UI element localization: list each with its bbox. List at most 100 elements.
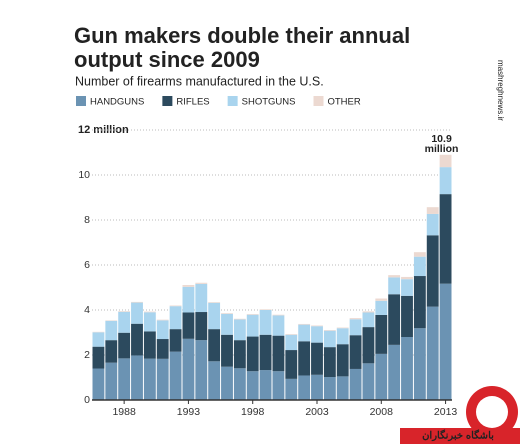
bar-segment: [233, 368, 246, 400]
bar-segment: [182, 285, 195, 287]
bar-segment: [195, 312, 208, 341]
bar-segment: [323, 330, 336, 348]
bar-segment: [131, 302, 143, 324]
bar-segment: [439, 283, 452, 400]
chart-title: Gun makers double their annual: [74, 23, 410, 48]
bar-segment: [401, 337, 413, 400]
logo-band: [400, 428, 520, 444]
bar-segment: [388, 344, 401, 400]
bar-segment: [246, 371, 259, 400]
legend-swatch: [162, 96, 173, 106]
bar-segment: [182, 338, 195, 400]
bar-segment: [208, 302, 221, 303]
bar-segment: [298, 341, 311, 376]
y-tick-label: 0: [84, 394, 90, 406]
bar-segment: [169, 329, 182, 352]
bar-segment: [169, 351, 182, 400]
bar-segment: [401, 295, 413, 337]
bar-segment: [401, 279, 413, 296]
bar-segment: [362, 312, 375, 328]
legend-label: HANDGUNS: [90, 97, 144, 108]
y-tick-label: 4: [84, 304, 90, 316]
bar-segment: [362, 363, 375, 400]
bar-segment: [375, 314, 388, 354]
bar-segment: [362, 327, 375, 364]
bar-segment: [195, 283, 208, 313]
bar-segment: [311, 325, 323, 327]
bar-segment: [221, 366, 233, 400]
x-tick-label: 2003: [305, 406, 329, 418]
bar-segment: [311, 374, 323, 400]
watermark: mashreghnews.ir: [496, 60, 505, 121]
bar-segment: [92, 346, 105, 369]
chart-title: output since 2009: [74, 47, 260, 72]
bar-segment: [362, 311, 375, 313]
bar-segment: [298, 375, 311, 400]
bar-segment: [169, 306, 182, 330]
bar-segment: [143, 358, 156, 400]
bar-segment: [336, 344, 349, 377]
bar-segment: [118, 332, 131, 359]
bar-segment: [349, 335, 362, 369]
bar-segment: [439, 167, 452, 195]
bar-segment: [195, 282, 208, 284]
x-tick-label: 2013: [434, 406, 458, 418]
bar-segment: [426, 306, 439, 400]
bar-segment: [131, 323, 143, 356]
legend-swatch: [76, 96, 86, 106]
bar-segment: [336, 376, 349, 400]
bar-segment: [233, 340, 246, 369]
bar-segment: [208, 329, 221, 362]
legend-swatch: [227, 96, 238, 106]
bar-segment: [388, 294, 401, 345]
legend-label: RIFLES: [176, 97, 209, 108]
y-tick-label: 8: [84, 214, 90, 226]
bar-segment: [439, 154, 452, 168]
x-tick-label: 1998: [241, 406, 265, 418]
y-tick-label: 10: [78, 169, 90, 181]
bar-segment: [285, 334, 298, 335]
x-tick-label: 1988: [112, 406, 136, 418]
bar-segment: [233, 319, 246, 341]
bar-segment: [311, 342, 323, 375]
bar-segment: [413, 256, 426, 277]
annotation: million: [425, 143, 459, 155]
bar-segment: [336, 327, 349, 329]
bar-segment: [143, 312, 156, 332]
bar-segment: [259, 370, 272, 400]
bar-segment: [259, 310, 272, 335]
bar-segment: [221, 334, 233, 367]
bar-segment: [259, 309, 272, 310]
bar-segment: [323, 347, 336, 378]
bar-segment: [143, 331, 156, 359]
bar-segment: [349, 368, 362, 400]
bar-segment: [426, 235, 439, 307]
y-tick-label: 12 million: [78, 124, 129, 136]
bar-segment: [246, 314, 259, 337]
bar-segment: [92, 368, 105, 400]
bar-segment: [285, 350, 298, 379]
bar-segment: [105, 320, 118, 341]
bar-segment: [426, 207, 439, 214]
bar-segment: [323, 330, 336, 331]
legend-swatch: [313, 96, 324, 106]
bar-segment: [105, 340, 118, 363]
bar-segment: [92, 332, 105, 347]
bar-segment: [156, 320, 169, 340]
bar-segment: [272, 335, 285, 372]
bar-segment: [375, 353, 388, 400]
bar-segment: [311, 326, 323, 343]
legend-label: OTHER: [327, 97, 360, 108]
bar-segment: [118, 358, 131, 400]
bar-segment: [182, 286, 195, 313]
legend-label: SHOTGUNS: [242, 97, 296, 108]
bar-segment: [156, 319, 169, 321]
bar-segment: [233, 318, 246, 320]
bar-segment: [401, 276, 413, 280]
bar-segment: [143, 311, 156, 313]
chart-subtitle: Number of firearms manufactured in the U…: [75, 74, 324, 88]
bar-segment: [182, 312, 195, 339]
bar-segment: [298, 323, 311, 325]
bar-segment: [388, 275, 401, 278]
bar-segment: [323, 377, 336, 400]
